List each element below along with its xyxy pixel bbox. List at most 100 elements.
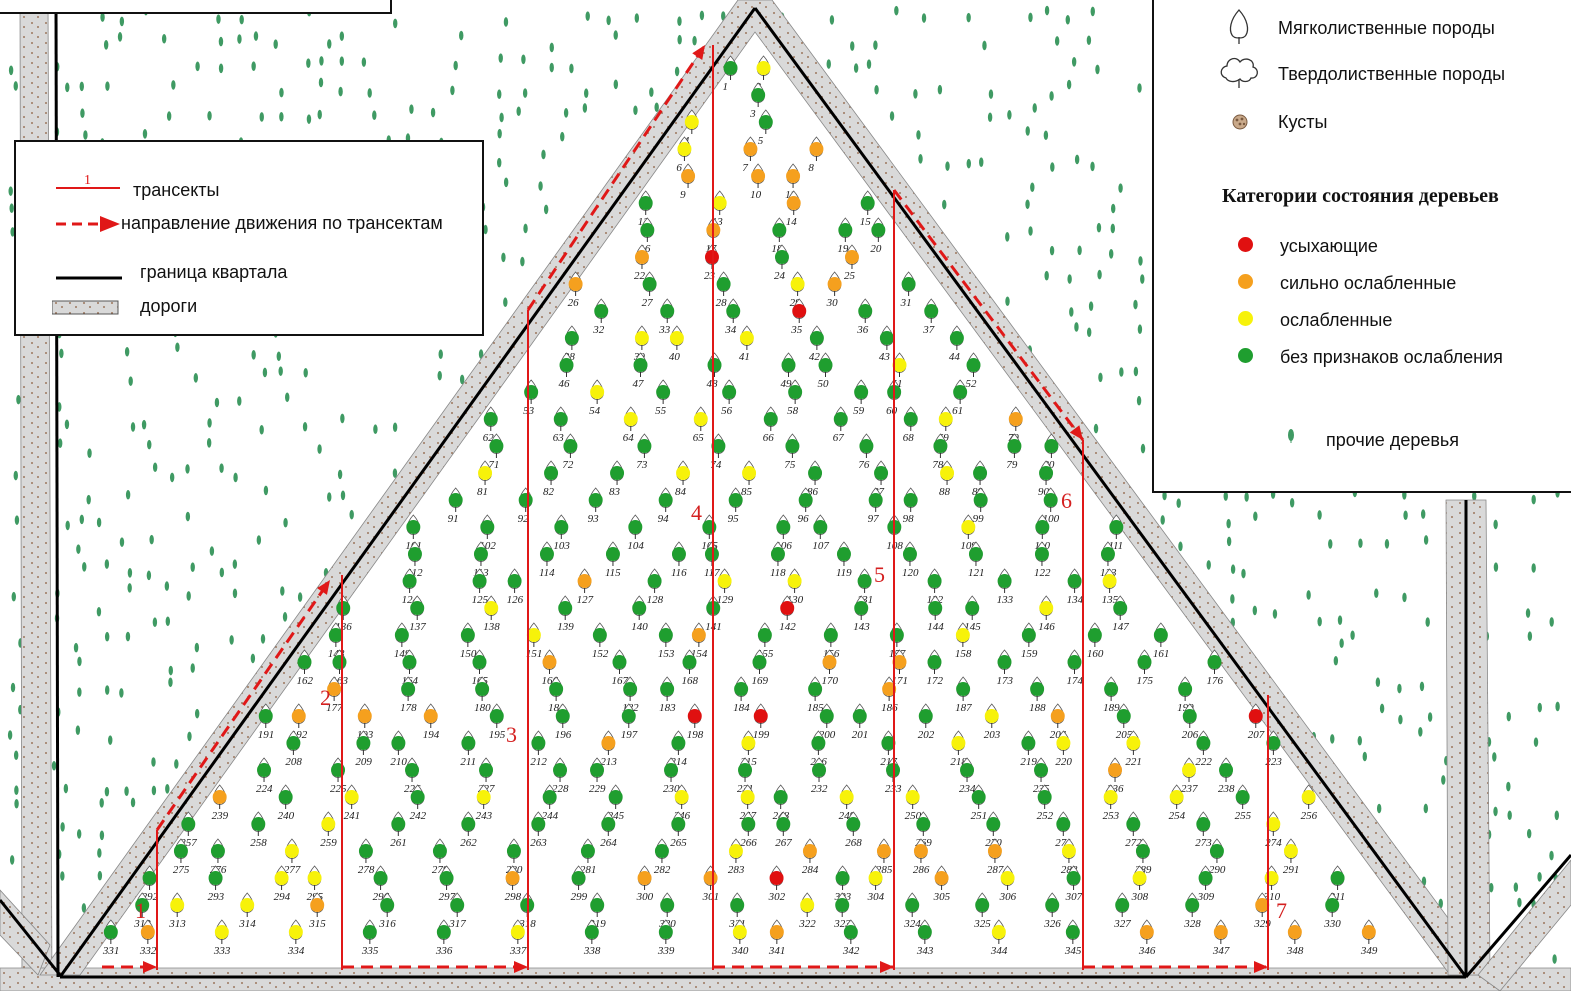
tree-marker: 155 — [757, 622, 774, 660]
other-tree — [585, 11, 590, 21]
tree-number: 262 — [460, 837, 477, 849]
tree-marker: 47 — [633, 352, 648, 390]
tree-marker: 142 — [779, 595, 796, 633]
tree-number: 99 — [973, 513, 985, 525]
other-tree — [1333, 655, 1339, 666]
tree-number: 241 — [344, 810, 361, 822]
tree-marker: 133 — [997, 568, 1014, 606]
tree-condition-dot — [753, 709, 768, 723]
tree-marker: 192 — [291, 703, 308, 741]
other-tree — [16, 394, 21, 405]
tree-condition-dot — [526, 628, 541, 642]
legend-severely-weakened-label: сильно ослабленные — [1280, 273, 1457, 293]
tree-marker: 115 — [605, 541, 621, 579]
tree-number: 178 — [400, 702, 417, 714]
tree-number: 332 — [139, 945, 157, 957]
tree-marker: 44 — [949, 325, 964, 363]
tree-condition-dot — [960, 763, 975, 777]
other-tree — [850, 41, 855, 51]
other-tree — [1044, 270, 1049, 281]
tree-marker: 245 — [608, 784, 625, 822]
tree-condition-dot — [214, 925, 229, 939]
tree-condition-dot — [632, 601, 647, 615]
tree-marker: 26 — [568, 271, 583, 309]
tree-condition-dot — [879, 331, 894, 345]
tree-marker: 25 — [844, 244, 859, 282]
tree-marker: 159 — [1021, 622, 1038, 660]
tree-number: 313 — [168, 918, 186, 930]
tree-marker: 27 — [642, 271, 657, 309]
tree-number: 207 — [1248, 729, 1265, 741]
tree-marker: 333 — [213, 919, 231, 957]
species-condition-legend: Мягколиственные породы Твердолиственные … — [1152, 0, 1571, 493]
tree-number: 172 — [926, 675, 943, 687]
other-tree — [130, 797, 136, 808]
tree-number: 322 — [798, 918, 816, 930]
other-tree — [677, 16, 682, 27]
other-tree — [161, 33, 167, 44]
tree-number: 104 — [627, 540, 644, 552]
other-tree — [169, 472, 175, 483]
other-tree — [921, 13, 927, 23]
other-tree — [409, 104, 414, 114]
tree-condition-dot — [927, 655, 942, 669]
tree-number: 13 — [712, 216, 724, 228]
tree-condition-dot — [860, 196, 875, 210]
other-tree — [1272, 609, 1278, 619]
tree-condition-dot — [997, 655, 1012, 669]
tree-number: 120 — [902, 567, 919, 579]
tree-condition-dot — [1207, 655, 1222, 669]
other-tree — [1050, 162, 1055, 172]
tree-condition-dot — [480, 520, 495, 534]
other-tree — [1398, 714, 1403, 725]
tree-marker: 170 — [821, 649, 838, 687]
tree-number: 220 — [1055, 756, 1072, 768]
other-tree — [99, 830, 105, 841]
tree-condition-dot — [549, 682, 564, 696]
tree-number: 278 — [358, 864, 375, 876]
tree-number: 203 — [984, 729, 1001, 741]
tree-marker: 199 — [753, 703, 770, 741]
tree-condition-dot — [473, 547, 488, 561]
tree-condition-dot — [640, 223, 655, 237]
tree-number: 114 — [539, 567, 555, 579]
other-tree — [1527, 631, 1533, 641]
tree-marker: 287 — [987, 838, 1004, 876]
other-tree — [503, 177, 509, 188]
other-tree — [692, 35, 697, 46]
tree-number: 194 — [423, 729, 440, 741]
tree-marker: 124 — [402, 568, 419, 606]
tree-condition-dot — [472, 655, 487, 669]
tree-marker: 48 — [707, 352, 722, 390]
other-tree — [1339, 638, 1344, 649]
tree-number: 225 — [330, 783, 347, 795]
other-tree — [1419, 681, 1425, 692]
tree-number: 9 — [680, 189, 686, 201]
tree-number: 304 — [867, 891, 885, 903]
tree-marker: 158 — [955, 622, 972, 660]
tree-marker: 82 — [543, 460, 559, 498]
tree-marker: 228 — [552, 757, 569, 795]
tree-marker: 125 — [472, 568, 489, 606]
other-tree — [1090, 6, 1095, 17]
tree-marker: 281 — [580, 838, 596, 876]
other-tree — [146, 570, 152, 581]
tree-condition-dot — [916, 817, 931, 831]
tree-condition-dot — [610, 466, 625, 480]
tree-marker: 285 — [876, 838, 893, 876]
tree-marker: 94 — [658, 487, 673, 525]
tree-condition-dot — [1021, 736, 1036, 750]
tree-marker: 134 — [1067, 568, 1084, 606]
tree-marker: 107 — [812, 514, 829, 552]
tree-marker: 264 — [600, 811, 617, 849]
tree-condition-dot — [728, 844, 743, 858]
tree-condition-dot — [1196, 736, 1211, 750]
other-tree — [1032, 103, 1037, 113]
tree-number: 255 — [1235, 810, 1252, 822]
tree-condition-dot — [1169, 790, 1184, 804]
tree-condition-dot — [813, 520, 828, 534]
tree-marker: 5 — [758, 109, 773, 147]
tree-marker: 232 — [811, 757, 828, 795]
other-tree — [1043, 130, 1049, 141]
